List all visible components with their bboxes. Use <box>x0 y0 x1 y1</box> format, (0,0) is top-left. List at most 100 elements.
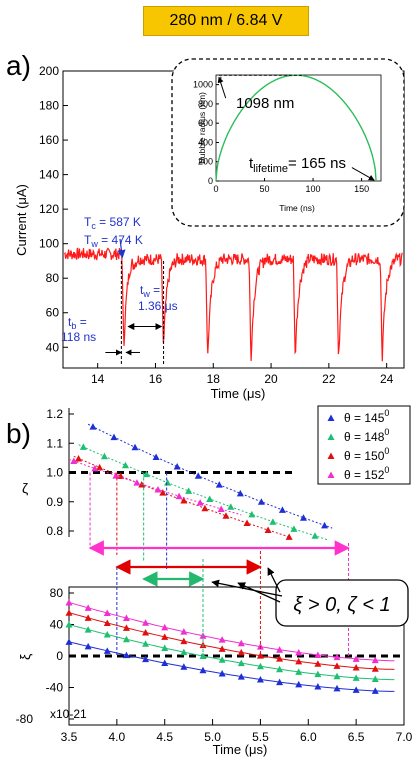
xi-point <box>276 665 284 673</box>
xi-series-3 <box>65 609 395 672</box>
zeta-point <box>222 512 230 519</box>
xi-point <box>295 668 303 675</box>
xi-point <box>352 674 360 681</box>
xi-y-tick-label: 80 <box>50 586 64 600</box>
xi-point <box>103 647 111 654</box>
xi-point <box>276 646 284 653</box>
y-tick-label: 160 <box>39 133 59 147</box>
xi-point <box>295 657 303 665</box>
zeta-point <box>215 481 223 488</box>
xi-point <box>180 663 188 670</box>
xi-y-tick-label: -80 <box>16 712 34 726</box>
legend-label: θ = 1500 <box>344 446 389 463</box>
xi-x-tick-label: 7.0 <box>396 730 413 744</box>
zeta-point <box>300 514 307 521</box>
xi-point <box>333 672 341 680</box>
xi-point <box>276 678 284 686</box>
xi-point <box>180 637 188 645</box>
zeta-plot: 0.8 0.9 1.0 1.1 1.2 <box>46 407 333 541</box>
xi-point <box>371 656 379 664</box>
inset-x-tick-label: 100 <box>306 184 321 194</box>
zeta-point <box>70 457 78 465</box>
current-trace <box>63 247 403 362</box>
zeta-point <box>278 506 286 513</box>
xi-point <box>65 598 73 606</box>
xi-x-tick-label: 6.0 <box>300 730 317 744</box>
zeta-point <box>96 463 104 471</box>
xi-ylabel: ξ <box>17 654 33 660</box>
inset-y-tick-label: 600 <box>198 118 213 128</box>
max-radius-pointer <box>217 76 227 99</box>
inset-x-tick-label: 150 <box>354 184 369 194</box>
legend-marker <box>327 471 335 478</box>
xi-point <box>65 609 73 616</box>
tw2-value: 1.36 μs <box>138 299 178 313</box>
zeta-point <box>75 454 83 462</box>
xi-x-tick-label: 3.5 <box>61 730 78 744</box>
xi-point <box>295 680 303 688</box>
temperature-arrow <box>117 238 126 259</box>
xi-line <box>68 641 395 692</box>
legend: θ = 1450 θ = 1480 θ = 1500 θ = 1520 <box>327 408 389 482</box>
zeta-point <box>257 498 265 505</box>
zeta-point <box>159 489 167 496</box>
zeta-point <box>243 519 251 526</box>
zeta-y-tick-label: 0.9 <box>46 495 63 509</box>
zeta-point <box>206 495 214 502</box>
zeta-y-tick-label: 1.2 <box>46 407 63 421</box>
zeta-point <box>164 479 172 486</box>
xi-x-tick-label: 5.5 <box>252 730 269 744</box>
xi-point <box>314 670 322 678</box>
xi-line <box>68 602 395 662</box>
xi-point <box>218 670 226 677</box>
xi-point <box>314 660 322 667</box>
zeta-ylabel: ζ <box>22 480 28 496</box>
xi-point <box>218 656 226 663</box>
x-tick-label: 22 <box>322 372 336 386</box>
xi-point <box>142 619 150 626</box>
zeta-point <box>121 461 129 469</box>
y-tick-label: 120 <box>39 202 59 216</box>
zeta-point <box>269 518 277 525</box>
xi-point <box>103 609 111 617</box>
xi-point <box>276 655 284 662</box>
zeta-point <box>201 504 209 512</box>
zeta-point <box>79 443 87 450</box>
inset-y-tick-label: 400 <box>198 137 213 147</box>
xi-point <box>65 621 73 628</box>
zeta-point <box>196 499 204 506</box>
xi-point <box>180 628 188 635</box>
legend-label: θ = 1480 <box>344 427 389 444</box>
xi-point <box>161 659 169 667</box>
xi-line <box>68 624 395 681</box>
y-tick-label: 40 <box>46 340 60 354</box>
zeta-series-1 <box>87 423 333 529</box>
inset-y-tick-label: 0 <box>208 176 213 186</box>
y-tick-label: 180 <box>39 99 59 113</box>
xi-point <box>333 684 341 692</box>
xi-series-2 <box>65 621 395 683</box>
xi-point <box>218 645 226 652</box>
legend-marker <box>327 414 335 421</box>
legend-label: θ = 1520 <box>344 465 389 482</box>
xi-point <box>180 648 188 656</box>
y-tick-label: 100 <box>39 237 59 251</box>
inset-ylabel: Bubble radius (nm) <box>197 92 207 164</box>
xi-point <box>218 636 226 643</box>
zeta-series-4 <box>68 457 242 516</box>
zeta-point <box>154 485 162 493</box>
xi-point <box>352 664 360 671</box>
zeta-point <box>285 533 293 540</box>
y-tick-label: 200 <box>39 64 59 78</box>
callout-arrow <box>211 579 283 597</box>
callout-arrow <box>237 582 281 603</box>
zeta-point <box>185 487 193 494</box>
zeta-y-tick-label: 0.8 <box>46 524 63 538</box>
zeta-point <box>311 532 319 539</box>
xi-point <box>103 619 111 626</box>
inset-y-tick-label: 200 <box>198 157 213 167</box>
legend-marker <box>327 433 335 440</box>
xi-point <box>161 644 169 652</box>
xi-point <box>122 624 130 631</box>
zeta-point <box>321 521 329 529</box>
